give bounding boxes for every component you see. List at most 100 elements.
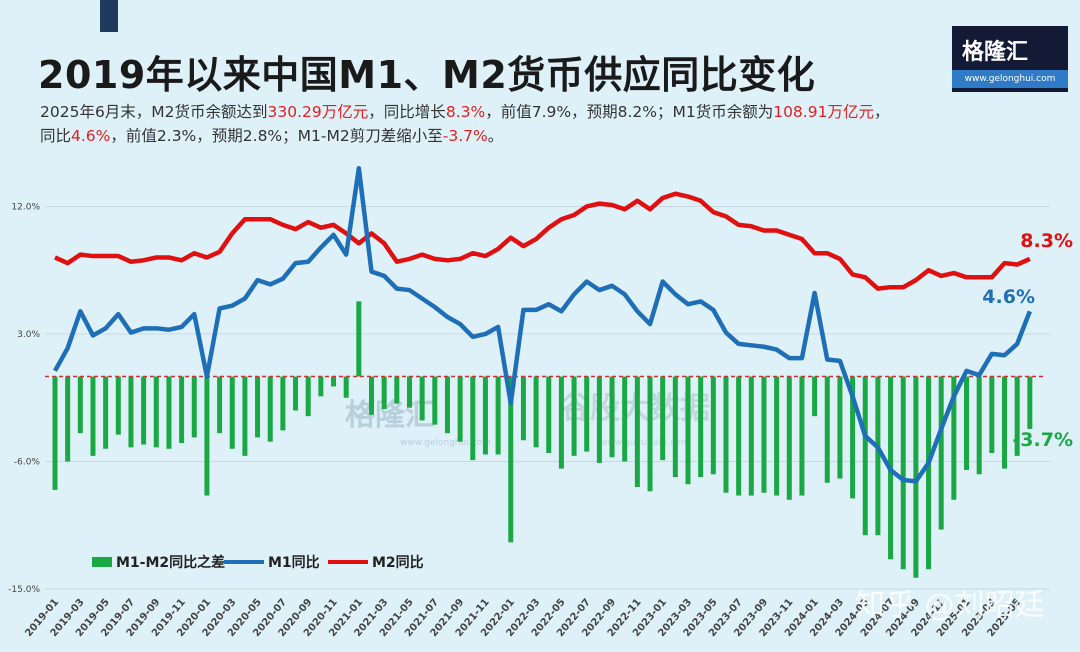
diff-bar <box>685 376 691 485</box>
watermark-gugudata-url: www.gugudata.com <box>600 438 689 448</box>
diff-bar <box>761 376 767 493</box>
diff-bar <box>799 376 805 496</box>
y-tick-label: 3.0% <box>17 330 40 340</box>
diff-bar <box>584 376 590 452</box>
diff-bar <box>533 376 539 448</box>
diff-bar <box>698 376 704 478</box>
diff-bar <box>989 376 995 454</box>
diff-bar <box>331 376 337 387</box>
diff-bar <box>356 301 362 377</box>
diff-bar <box>837 376 843 479</box>
gelonghui-logo: 格隆汇 www.gelonghui.com <box>952 26 1068 92</box>
diff-bar <box>65 376 71 462</box>
diff-bar <box>748 376 754 496</box>
header-accent-bar <box>100 0 118 32</box>
diff-bar <box>470 376 476 461</box>
diff-bar <box>267 376 273 442</box>
logo-name: 格隆汇 <box>962 40 1029 65</box>
diff-bar <box>812 376 818 417</box>
diff-bar <box>913 376 919 578</box>
diff-bar <box>280 376 286 431</box>
diff-bar <box>141 376 147 445</box>
watermark-gelonghui-url: www.gelonghui.com <box>400 438 491 448</box>
diff-bar <box>1027 376 1033 429</box>
diff-bar <box>862 376 868 536</box>
diff-bar <box>736 376 742 496</box>
subtitle-segment: 108.91万亿元 <box>773 103 874 121</box>
subtitle-segment: 2025年6月末，M2货币余额达到 <box>40 103 268 121</box>
diff-bar <box>634 376 640 488</box>
diff-bar <box>951 376 957 500</box>
diff-bar <box>926 376 932 570</box>
subtitle-line-2: 同比4.6%，前值2.3%，预期2.8%；M1-M2剪刀差缩小至-3.7%。 <box>40 124 1000 148</box>
diff-bar <box>369 376 374 415</box>
diff-bar <box>964 376 970 471</box>
diff-bar <box>875 376 881 536</box>
m1-end-label: 4.6% <box>982 286 1035 308</box>
diff-bar <box>482 376 488 455</box>
diff-bar <box>381 376 387 410</box>
diff-bar <box>305 376 311 417</box>
diff-bar <box>976 376 982 475</box>
diff-bar <box>103 376 109 449</box>
chart-subtitle: 2025年6月末，M2货币余额达到330.29万亿元，同比增长8.3%，前值7.… <box>40 100 1000 148</box>
diff-bar <box>824 376 830 483</box>
legend-label-m2: M2同比 <box>372 554 424 571</box>
diff-bar <box>229 376 235 449</box>
diff-bar <box>672 376 678 478</box>
diff-bar <box>343 376 349 398</box>
subtitle-segment: 4.6% <box>71 127 111 145</box>
diff-bar <box>786 376 792 500</box>
diff-bar <box>938 376 944 530</box>
diff-bar <box>710 376 716 475</box>
subtitle-segment: 。 <box>487 127 504 145</box>
diff-bar <box>571 376 577 456</box>
diff-bar <box>179 376 185 444</box>
diff-bar <box>90 376 96 456</box>
diff-bar <box>723 376 729 493</box>
diff-bar <box>596 376 602 463</box>
diff-bar <box>900 376 906 570</box>
chart-title: 2019年以来中国M1、M2货币供应同比变化 <box>38 53 816 97</box>
diff-end-label: -3.7% <box>1012 429 1073 451</box>
subtitle-segment: 同比 <box>40 127 72 145</box>
diff-bar <box>166 376 172 449</box>
diff-bar <box>622 376 628 462</box>
m2-end-label: 8.3% <box>1020 230 1073 252</box>
subtitle-segment: ， <box>873 103 890 121</box>
diff-bar <box>52 376 58 490</box>
diff-bar <box>318 376 324 397</box>
diff-bar <box>647 376 653 492</box>
diff-bar <box>204 376 210 496</box>
diff-bar <box>293 376 299 411</box>
diff-bar <box>432 376 438 425</box>
diff-bar <box>242 376 248 456</box>
diff-bar <box>774 376 780 496</box>
diff-bar <box>115 376 121 435</box>
diff-bar <box>495 376 501 455</box>
diff-bar <box>508 376 514 543</box>
logo-url: www.gelonghui.com <box>952 70 1068 88</box>
subtitle-segment: 8.3% <box>445 103 486 121</box>
diff-bar <box>609 376 615 458</box>
diff-bar <box>217 376 223 434</box>
subtitle-segment: 330.29万亿元 <box>267 103 369 121</box>
diff-bar <box>419 376 425 421</box>
diff-bar <box>660 376 666 461</box>
legend-label-m1: M1同比 <box>268 554 320 571</box>
subtitle-segment: -3.7% <box>442 127 488 145</box>
diff-bar <box>444 376 450 434</box>
legend-label-diff: M1-M2同比之差 <box>116 554 225 571</box>
diff-bar <box>394 376 400 404</box>
subtitle-segment: ，同比增长 <box>368 103 446 121</box>
y-tick-label: -15.0% <box>8 585 40 595</box>
diff-bar <box>406 376 412 408</box>
diff-bar <box>77 376 83 434</box>
m2-line <box>54 191 1031 291</box>
diff-bar <box>520 376 526 441</box>
subtitle-segment: ，前值7.9%，预期8.2%；M1货币余额为 <box>485 103 774 121</box>
subtitle-line-1: 2025年6月末，M2货币余额达到330.29万亿元，同比增长8.3%，前值7.… <box>40 100 1000 124</box>
m1-line <box>53 165 1032 484</box>
diff-bar <box>128 376 134 448</box>
